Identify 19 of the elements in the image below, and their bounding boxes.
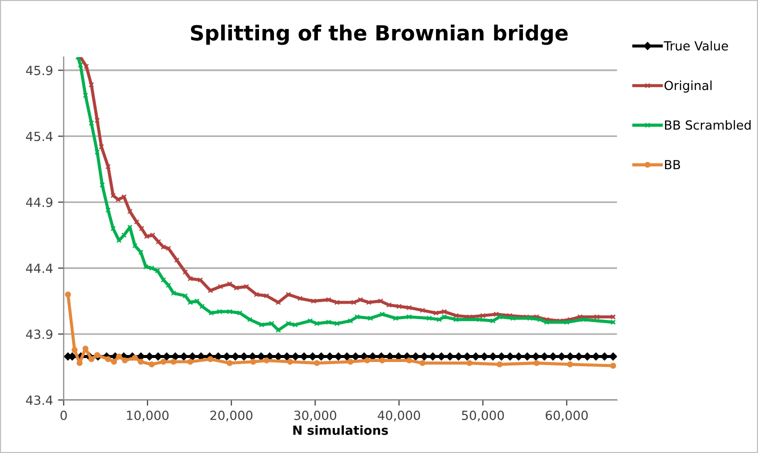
y-tick-label: 43.4 xyxy=(26,395,53,405)
x-tick-label: 60,000 xyxy=(546,410,588,422)
legend-label: BB Scrambled xyxy=(665,120,751,130)
legend-label: Original xyxy=(664,80,712,93)
x-tick-label: 40,000 xyxy=(378,410,420,422)
y-tick-label: 45.9 xyxy=(26,66,52,76)
y-tick-label: 44.4 xyxy=(26,264,53,273)
x-tick-label: 20,000 xyxy=(210,410,252,422)
x-tick-label: 0 xyxy=(60,410,67,420)
legend-label: True Value xyxy=(664,40,728,51)
chart-title: Splitting of the Brownian bridge xyxy=(190,24,568,45)
y-tick-label: 43.9 xyxy=(26,330,52,339)
legend-label: BB xyxy=(665,160,680,170)
y-tick-label: 44.9 xyxy=(26,198,52,208)
x-axis-title: N simulations xyxy=(293,425,388,435)
y-tick-label: 45.4 xyxy=(26,132,53,142)
x-tick-label: 10,000 xyxy=(127,410,169,422)
x-tick-label: 30,000 xyxy=(294,410,336,422)
x-tick-label: 50,000 xyxy=(462,410,504,422)
